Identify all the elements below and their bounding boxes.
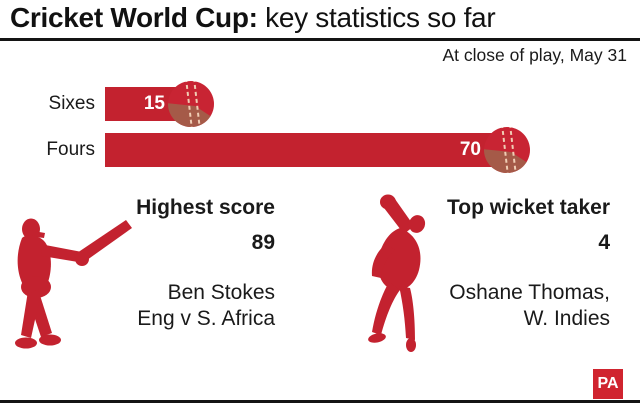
stat-heading: Top wicket taker: [447, 196, 610, 219]
stat-value: 89: [251, 231, 275, 254]
footer-divider: [0, 400, 640, 403]
stat-value: 4: [598, 231, 610, 254]
bar-value-sixes: 15: [143, 93, 165, 114]
stat-team-detail: W. Indies: [523, 307, 610, 330]
bar-label-fours: Fours: [46, 139, 95, 160]
stat-block-highest-score: Highest score 89 Ben Stokes Eng v S. Afr…: [95, 195, 275, 331]
stat-player-name: Ben Stokes: [167, 281, 275, 304]
bar-value-fours: 70: [459, 139, 481, 160]
stat-heading: Highest score: [136, 196, 275, 219]
bowler-silhouette-icon: [368, 194, 426, 352]
stat-block-top-wicket-taker: Top wicket taker 4 Oshane Thomas, W. Ind…: [428, 195, 610, 331]
stat-match-detail: Eng v S. Africa: [137, 307, 275, 330]
bar-row-sixes: Sixes 15: [0, 81, 640, 127]
cricket-ball-icon: [484, 127, 530, 173]
pa-logo: PA: [593, 369, 623, 399]
page-title: Cricket World Cup: key statistics so far: [10, 2, 496, 34]
page-title-bold: Cricket World Cup:: [10, 2, 258, 33]
subtitle-date: At close of play, May 31: [442, 45, 628, 65]
page-title-regular: key statistics so far: [257, 2, 496, 33]
bar-row-fours: Fours 70: [0, 127, 640, 173]
stat-player-name: Oshane Thomas,: [449, 281, 610, 304]
cricket-ball-icon: [168, 81, 214, 127]
header-divider: [0, 38, 640, 41]
bar-fours: 70: [105, 133, 507, 167]
bar-label-sixes: Sixes: [48, 93, 95, 114]
batsman-silhouette-icon: [15, 218, 132, 349]
